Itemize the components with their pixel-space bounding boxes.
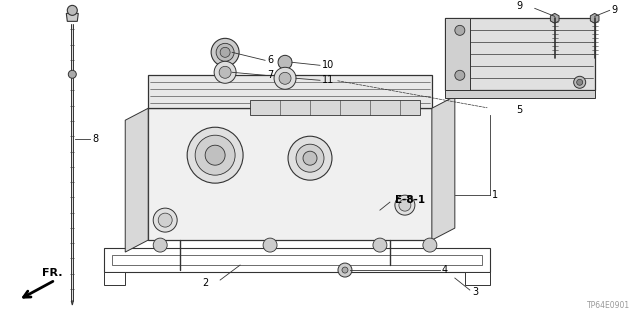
Polygon shape (445, 19, 595, 90)
Text: 5: 5 (516, 105, 523, 115)
Circle shape (153, 238, 167, 252)
Circle shape (399, 199, 411, 211)
Text: 11: 11 (322, 75, 334, 85)
Polygon shape (67, 13, 78, 21)
Circle shape (187, 127, 243, 183)
Polygon shape (125, 108, 148, 252)
Circle shape (288, 136, 332, 180)
Text: 9: 9 (612, 5, 618, 15)
Circle shape (338, 263, 352, 277)
Polygon shape (445, 19, 470, 90)
Circle shape (303, 151, 317, 165)
Bar (71, 24, 74, 301)
Text: 4: 4 (442, 265, 448, 275)
Text: E-8-1: E-8-1 (395, 195, 425, 205)
Text: 1: 1 (492, 190, 498, 200)
Circle shape (274, 67, 296, 89)
Text: FR.: FR. (42, 268, 63, 278)
Text: 10: 10 (322, 60, 334, 70)
Polygon shape (465, 272, 490, 285)
Circle shape (278, 55, 292, 69)
Polygon shape (71, 301, 74, 305)
Circle shape (211, 38, 239, 66)
Text: 3: 3 (472, 287, 478, 297)
Circle shape (296, 144, 324, 172)
Circle shape (279, 72, 291, 84)
Circle shape (220, 47, 230, 57)
Polygon shape (148, 108, 432, 240)
Circle shape (573, 76, 586, 88)
Text: 7: 7 (267, 70, 273, 80)
Circle shape (153, 208, 177, 232)
Circle shape (158, 213, 172, 227)
Text: 8: 8 (92, 134, 99, 144)
Circle shape (395, 195, 415, 215)
Polygon shape (432, 96, 455, 240)
Circle shape (214, 61, 236, 83)
Text: TP64E0901: TP64E0901 (586, 300, 630, 309)
Circle shape (373, 238, 387, 252)
Circle shape (68, 70, 76, 78)
Circle shape (455, 70, 465, 80)
Polygon shape (445, 90, 595, 98)
Circle shape (455, 25, 465, 35)
Polygon shape (279, 55, 291, 69)
Circle shape (205, 145, 225, 165)
Polygon shape (550, 13, 559, 23)
Polygon shape (148, 75, 432, 108)
Circle shape (423, 238, 437, 252)
Polygon shape (104, 272, 125, 285)
Circle shape (577, 79, 582, 85)
Circle shape (263, 238, 277, 252)
Polygon shape (590, 13, 599, 23)
Polygon shape (112, 255, 482, 265)
Circle shape (195, 135, 235, 175)
Text: 6: 6 (267, 55, 273, 65)
Circle shape (216, 43, 234, 61)
Circle shape (342, 267, 348, 273)
Polygon shape (250, 100, 420, 115)
Polygon shape (104, 248, 490, 272)
Circle shape (219, 66, 231, 78)
Text: 9: 9 (516, 1, 523, 11)
Circle shape (67, 5, 77, 15)
Text: 2: 2 (202, 278, 208, 288)
